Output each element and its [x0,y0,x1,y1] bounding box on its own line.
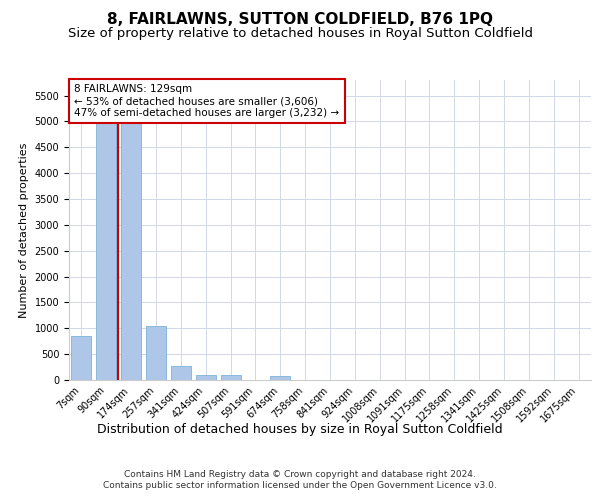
Bar [271,376,290,380]
Bar [146,326,166,380]
Text: Size of property relative to detached houses in Royal Sutton Coldfield: Size of property relative to detached ho… [67,28,533,40]
Y-axis label: Number of detached properties: Number of detached properties [19,142,29,318]
Text: 8 FAIRLAWNS: 129sqm
← 53% of detached houses are smaller (3,606)
47% of semi-det: 8 FAIRLAWNS: 129sqm ← 53% of detached ho… [74,84,340,117]
Bar [196,375,215,380]
Text: Distribution of detached houses by size in Royal Sutton Coldfield: Distribution of detached houses by size … [97,422,503,436]
Text: Contains public sector information licensed under the Open Government Licence v3: Contains public sector information licen… [103,481,497,490]
Text: 8, FAIRLAWNS, SUTTON COLDFIELD, B76 1PQ: 8, FAIRLAWNS, SUTTON COLDFIELD, B76 1PQ [107,12,493,28]
Bar [221,375,241,380]
Bar [97,96,116,380]
Bar [171,366,191,380]
Bar [71,336,91,380]
Text: Contains HM Land Registry data © Crown copyright and database right 2024.: Contains HM Land Registry data © Crown c… [124,470,476,479]
Bar [121,96,141,380]
